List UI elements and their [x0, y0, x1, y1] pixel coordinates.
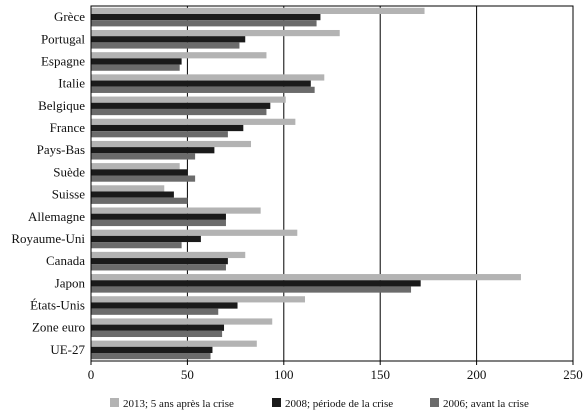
legend: 2013; 5 ans après la crise 2008; période …: [110, 398, 529, 410]
bar: [91, 29, 340, 37]
bar: [91, 131, 228, 138]
category-label: UE-27: [50, 342, 85, 357]
bar: [91, 340, 257, 347]
bar: [91, 235, 201, 243]
legend-label: 2013; 5 ans après la crise: [123, 398, 234, 410]
bar: [91, 213, 226, 220]
bar: [91, 52, 267, 59]
bar: [91, 124, 244, 132]
x-tick-label: 50: [181, 367, 194, 382]
legend-swatch: [430, 398, 439, 407]
bar: [91, 153, 196, 160]
bar: [91, 36, 246, 43]
bar: [91, 64, 180, 71]
bar: [91, 264, 226, 271]
bar: [91, 163, 180, 170]
plot-frame: [90, 5, 574, 362]
category-label: Suède: [53, 164, 85, 179]
legend-swatch: [272, 398, 281, 407]
bar: [91, 258, 228, 265]
category-label: Pays-Bas: [37, 142, 85, 157]
bar: [91, 140, 252, 148]
bar: [91, 175, 196, 182]
bar: [91, 207, 261, 214]
bar: [91, 324, 225, 331]
bar: [91, 286, 412, 293]
legend-item: 2013; 5 ans après la crise: [110, 398, 234, 410]
category-label: Suisse: [52, 187, 85, 202]
category-label: Zone euro: [32, 320, 85, 335]
bar: [91, 86, 315, 93]
legend-label: 2006; avant la crise: [443, 398, 529, 410]
category-label: Japon: [55, 275, 86, 290]
bar: [91, 147, 215, 154]
bar: [91, 13, 321, 21]
legend-swatch: [110, 398, 119, 407]
bar: [91, 58, 182, 65]
bar: [91, 102, 271, 109]
bar: [91, 74, 325, 81]
bar: [91, 330, 223, 338]
bar: [91, 302, 238, 309]
x-tick-label: 250: [563, 367, 583, 382]
bar: [91, 296, 306, 303]
bar: [91, 80, 311, 87]
bar: [91, 251, 246, 259]
bar: [91, 191, 174, 198]
bar: [91, 346, 213, 354]
bar: [91, 108, 267, 116]
legend-label: 2008; période de la crise: [285, 398, 393, 410]
bar: [91, 229, 298, 236]
category-labels: Grèce Portugal Espagne Italie Belgique France…: [11, 9, 85, 357]
x-axis-ticks: 0 50 100 150 200 250: [88, 361, 583, 382]
bar: [91, 353, 211, 360]
category-label: Italie: [58, 76, 85, 91]
bar: [91, 7, 425, 14]
legend-item: 2006; avant la crise: [430, 398, 529, 410]
bar: [91, 308, 219, 315]
bar: [91, 318, 273, 325]
bar: [91, 280, 421, 287]
category-label: Royaume-Uni: [11, 231, 85, 246]
x-tick-label: 100: [274, 367, 294, 382]
category-label: Grèce: [54, 9, 85, 24]
bar: [91, 185, 165, 192]
category-label: Portugal: [41, 31, 85, 46]
category-label: France: [50, 120, 86, 135]
x-tick-label: 150: [370, 367, 390, 382]
bar: [91, 42, 240, 49]
bar: [91, 219, 226, 227]
bar: [91, 20, 317, 27]
bar: [91, 118, 296, 125]
x-tick-label: 0: [88, 367, 95, 382]
bar: [91, 242, 182, 249]
category-label: Canada: [46, 253, 85, 268]
bar: [91, 96, 286, 103]
bars: [91, 7, 521, 360]
bar: [91, 274, 521, 281]
category-label: États-Unis: [30, 298, 85, 313]
category-label: Allemagne: [28, 209, 85, 224]
category-label: Belgique: [38, 98, 85, 113]
bar: [91, 197, 188, 204]
legend-item: 2008; période de la crise: [272, 398, 393, 410]
category-label: Espagne: [41, 53, 85, 68]
bar: [91, 169, 188, 176]
x-tick-label: 200: [467, 367, 487, 382]
